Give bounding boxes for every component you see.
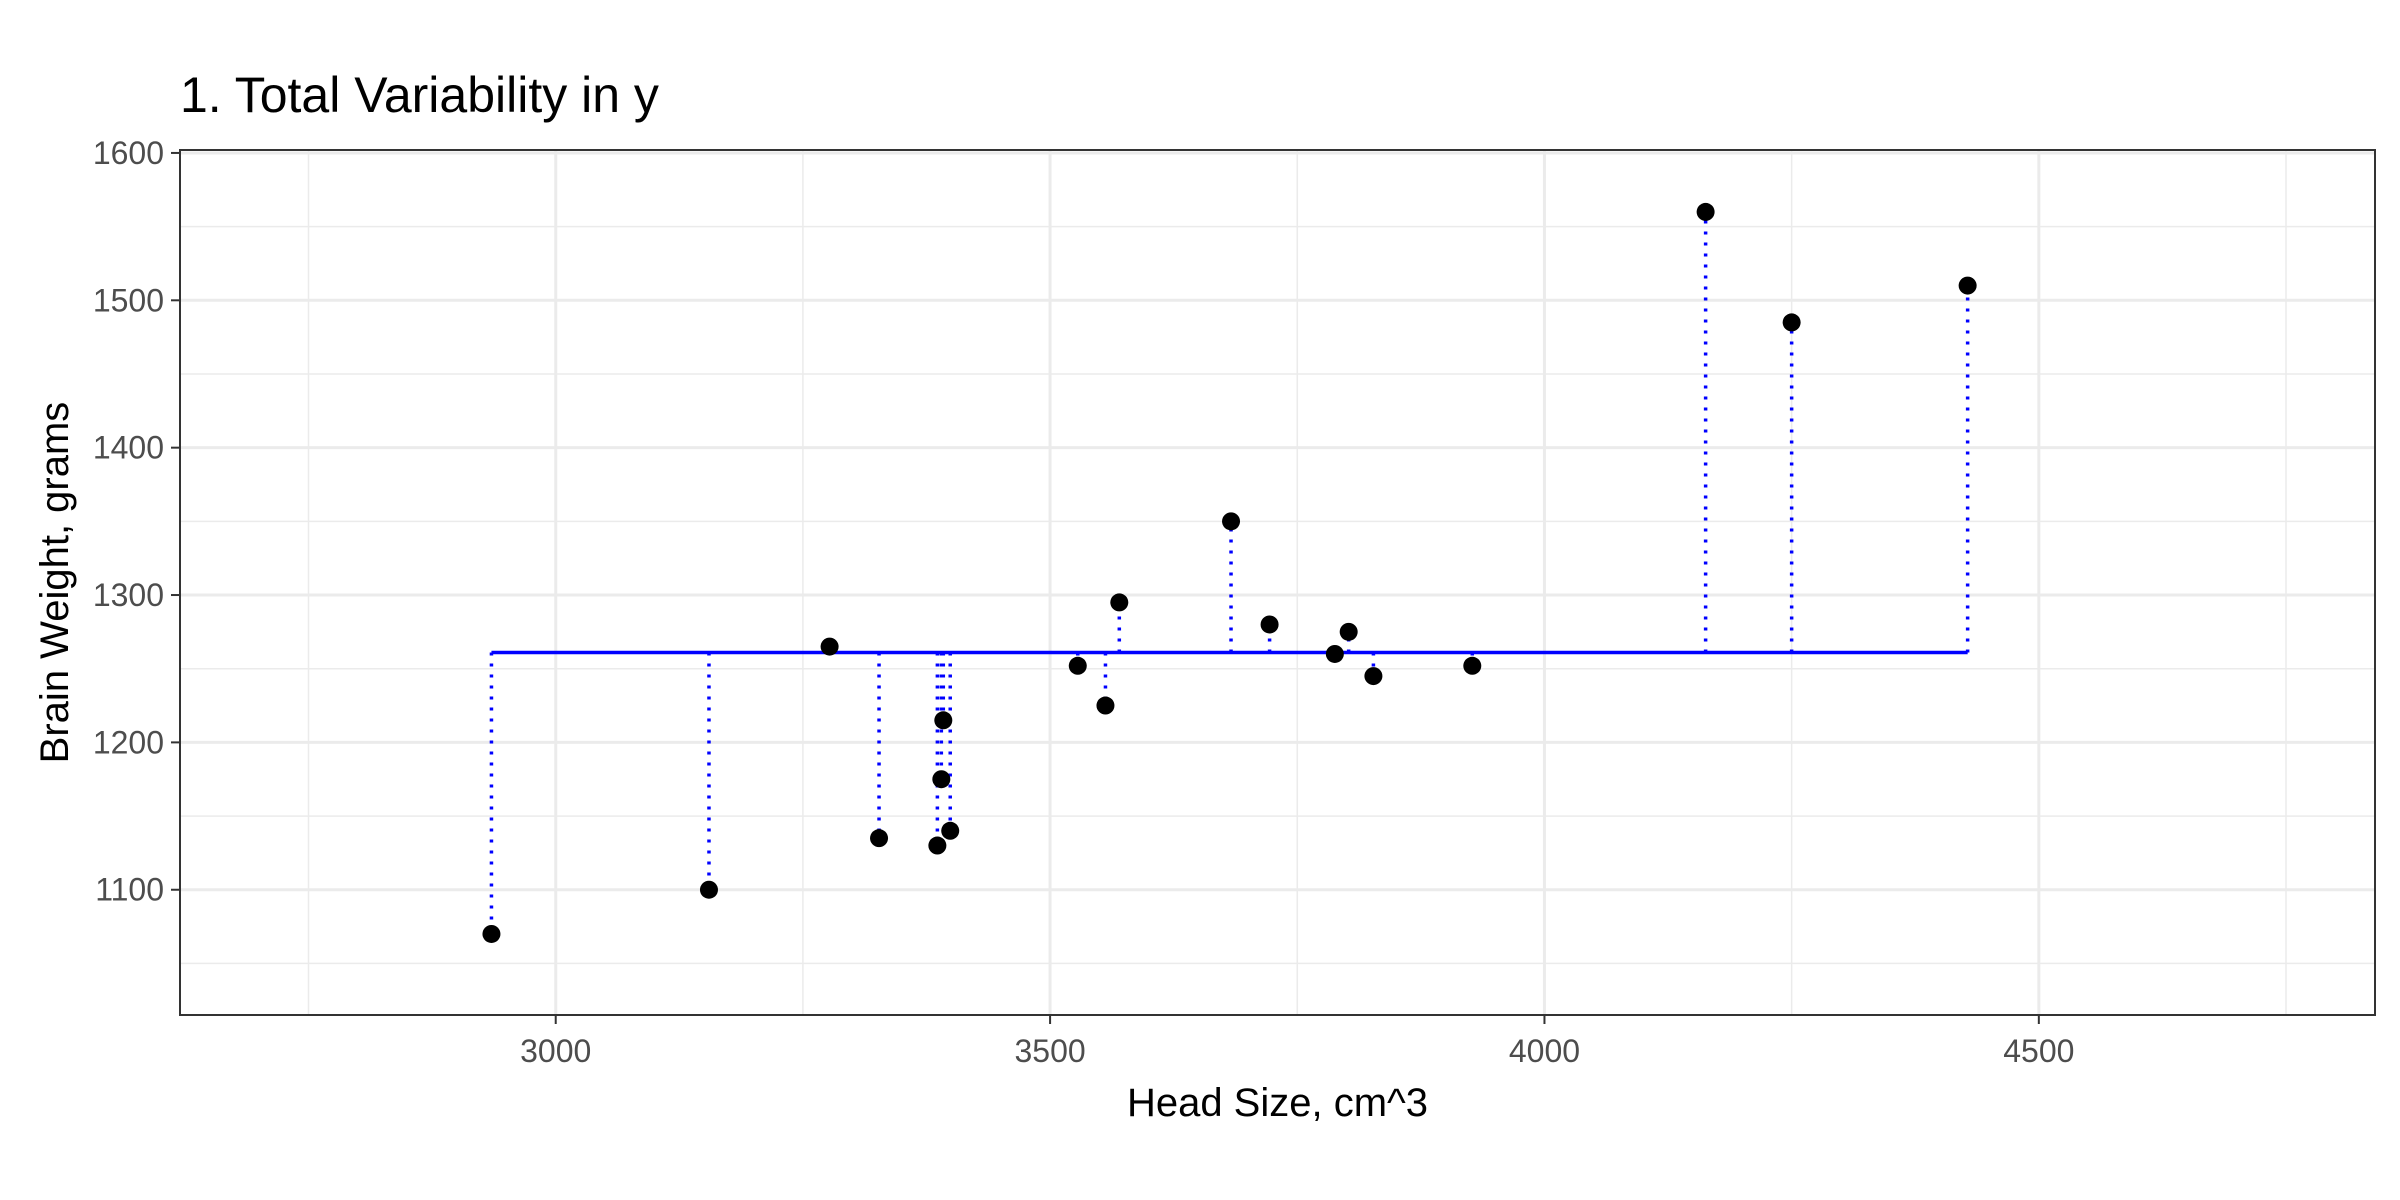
data-point <box>482 924 501 943</box>
data-point <box>870 829 889 848</box>
y-tick-label: 1100 <box>95 872 164 908</box>
data-point <box>928 836 947 855</box>
axis-ticks: 3000 3500 4000 4500 1100 1200 1300 1400 1500 1600 <box>93 135 2075 1069</box>
data-point <box>1068 656 1087 675</box>
data-point <box>1696 202 1715 221</box>
data-point <box>820 637 839 656</box>
x-axis-label: Head Size, cm^3 <box>1127 1081 1428 1125</box>
chart-title: 1. Total Variability in y <box>180 67 659 123</box>
y-tick-label: 1600 <box>93 135 164 171</box>
data-point <box>1222 512 1241 531</box>
data-point <box>1463 656 1482 675</box>
x-tick-label: 3000 <box>520 1033 591 1069</box>
y-tick-label: 1300 <box>93 577 164 613</box>
data-point <box>1958 276 1977 295</box>
data-point <box>1364 667 1383 686</box>
data-point <box>1096 696 1115 715</box>
x-tick-label: 3500 <box>1014 1033 1085 1069</box>
data-point <box>1782 313 1801 332</box>
y-axis-label: Brain Weight, grams <box>33 402 77 764</box>
data-point <box>1325 644 1344 663</box>
panel-border <box>179 149 2376 1016</box>
grid-lines <box>180 150 2375 1015</box>
x-tick-label: 4000 <box>1509 1033 1580 1069</box>
x-tick-label: 4500 <box>2003 1033 2074 1069</box>
y-tick-label: 1400 <box>93 430 164 466</box>
data-point <box>934 711 953 730</box>
data-point <box>1260 615 1279 634</box>
data-point <box>932 770 951 789</box>
data-point <box>941 821 960 840</box>
y-tick-label: 1200 <box>93 724 164 760</box>
data-point <box>1110 593 1129 612</box>
data-point <box>1339 622 1358 641</box>
y-tick-label: 1500 <box>93 282 164 318</box>
data-points <box>482 202 1977 943</box>
data-point <box>699 880 718 899</box>
